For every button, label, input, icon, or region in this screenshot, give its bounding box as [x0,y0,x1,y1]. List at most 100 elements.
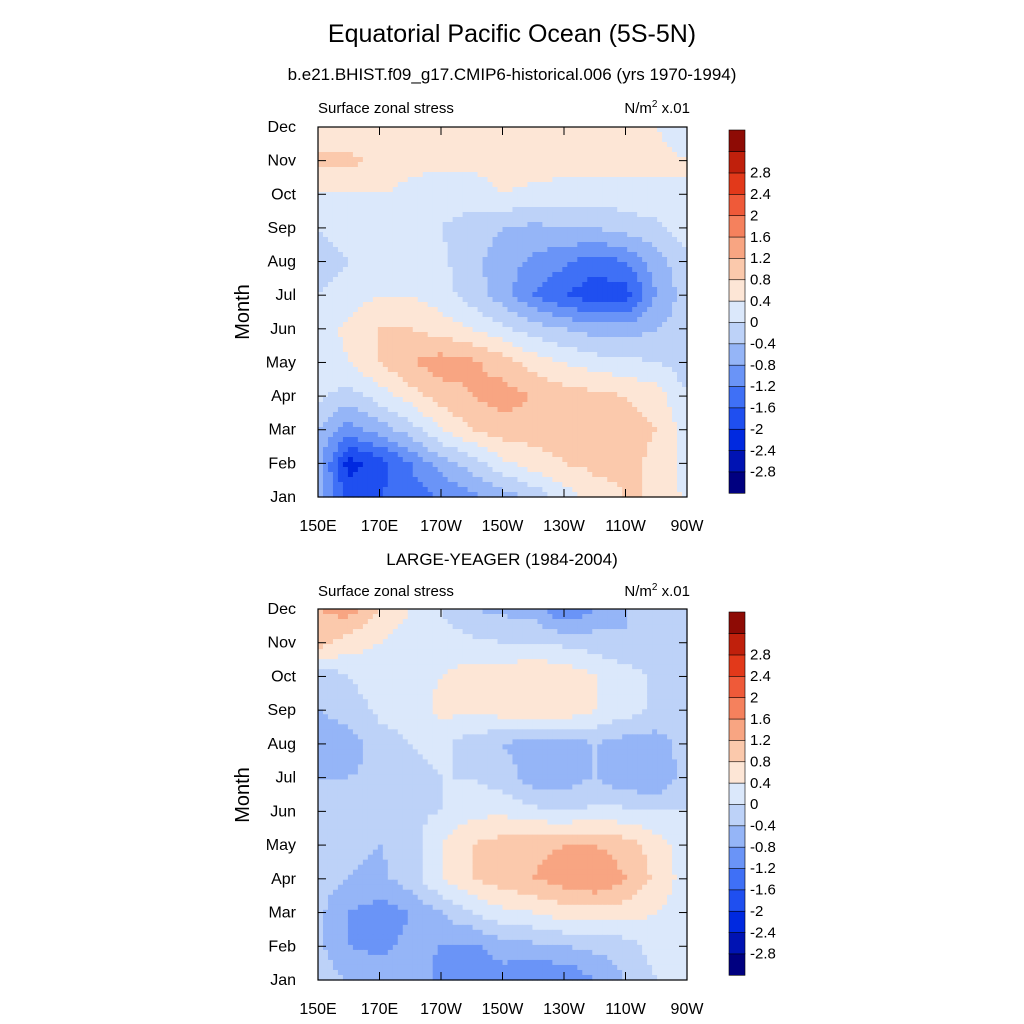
heatmap-cell [602,177,608,183]
heatmap-cell [557,267,563,273]
heatmap-cell [517,327,524,333]
heatmap-cell [542,322,548,328]
heatmap-cell [462,207,469,213]
heatmap-cell [682,412,688,418]
heatmap-cell [537,377,543,383]
heatmap-cell [602,312,608,318]
heatmap-cell [632,397,638,403]
heatmap-cell [657,342,663,348]
heatmap-cell [482,407,489,413]
heatmap-cell [412,312,419,318]
heatmap-cell [417,322,424,328]
heatmap-cell [642,357,648,363]
heatmap-cell [332,157,339,163]
heatmap-cell [427,277,434,283]
heatmap-cell [642,342,648,348]
heatmap-cell [322,382,329,388]
heatmap-cell [537,177,543,183]
heatmap-cell [367,267,374,273]
heatmap-cell [447,212,454,218]
heatmap-cell [437,312,444,318]
heatmap-cell [352,317,359,323]
heatmap-cell [412,347,419,353]
heatmap-cell [387,377,394,383]
heatmap-cell [557,242,563,248]
heatmap-cell [337,282,344,288]
heatmap-cell [607,377,613,383]
heatmap-cell [512,372,519,378]
heatmap-cell [352,227,359,233]
heatmap-cell [682,402,688,408]
heatmap-cell [562,362,568,368]
heatmap-cell [607,202,613,208]
heatmap-cell [507,352,514,358]
heatmap-cell [532,152,539,158]
heatmap-cell [672,457,678,463]
heatmap-cell [467,212,474,218]
heatmap-cell [342,127,349,133]
heatmap-cell [412,127,419,133]
heatmap-cell [318,272,324,278]
heatmap-cell [322,132,329,138]
heatmap-cell [632,412,638,418]
heatmap-cell [462,227,469,233]
heatmap-cell [542,142,548,148]
heatmap-cell [607,327,613,333]
heatmap-cell [517,422,524,428]
heatmap-cell [352,402,359,408]
heatmap-cell [412,287,419,293]
heatmap-cell [532,307,539,313]
heatmap-cell [592,307,598,313]
heatmap-cell [627,362,633,368]
heatmap-cell [667,192,673,198]
heatmap-cell [642,177,648,183]
heatmap-cell [632,187,638,193]
heatmap-cell [612,257,618,263]
heatmap-cell [452,352,459,358]
heatmap-cell [552,377,558,383]
heatmap-cell [487,157,494,163]
heatmap-cell [667,402,673,408]
heatmap-cell [642,267,648,273]
heatmap-cell [447,187,454,193]
heatmap-cell [582,377,588,383]
heatmap-cell [642,242,648,248]
heatmap-cell [677,392,683,398]
heatmap-cell [502,302,509,308]
heatmap-cell [437,437,444,443]
heatmap-cell [662,377,668,383]
case-subtitle: b.e21.BHIST.f09_g17.CMIP6-historical.006… [287,65,737,84]
heatmap-cell [537,312,543,318]
heatmap-cell [667,152,673,158]
heatmap-cell [387,437,394,443]
heatmap-cell [532,147,539,153]
heatmap-cell [462,272,469,278]
heatmap-cell [377,162,384,168]
heatmap-cell [427,337,434,343]
heatmap-cell [442,222,449,228]
heatmap-cell [667,332,673,338]
heatmap-cell [442,372,449,378]
heatmap-cell [437,152,444,158]
heatmap-cell [457,462,464,468]
heatmap-cell [487,242,494,248]
heatmap-cell [332,247,339,253]
heatmap-cell [612,302,618,308]
heatmap-cell [347,332,354,338]
heatmap-cell [557,197,563,203]
heatmap-cell [492,292,499,298]
heatmap-cell [577,417,583,423]
heatmap-cell [412,377,419,383]
heatmap-cell [357,362,364,368]
heatmap-cell [337,232,344,238]
heatmap-cell [437,132,444,138]
heatmap-cell [387,167,394,173]
heatmap-cell [387,362,394,368]
heatmap-cell [647,202,653,208]
heatmap-cell [352,127,359,133]
heatmap-cell [662,172,668,178]
heatmap-cell [557,432,563,438]
heatmap-cell [567,192,573,198]
heatmap-cell [407,272,414,278]
heatmap-cell [672,452,678,458]
